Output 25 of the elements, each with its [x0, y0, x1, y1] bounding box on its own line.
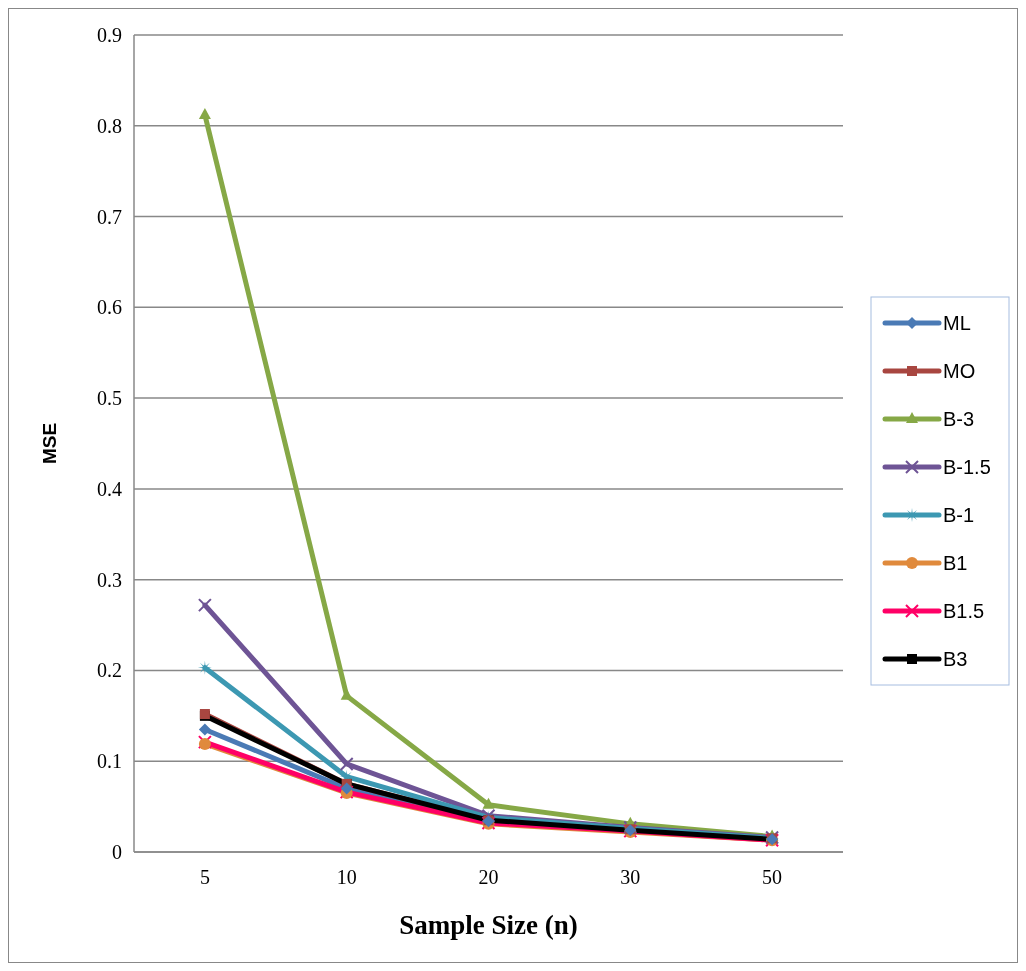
legend-label: B-1: [943, 504, 975, 526]
y-tick-label: 0.5: [97, 387, 122, 410]
legend-label: B1: [943, 552, 968, 574]
legend-label: MO: [943, 360, 976, 382]
x-tick-label: 20: [478, 866, 499, 888]
x-tick-label: 30: [620, 866, 641, 888]
y-tick-label: 0.7: [97, 205, 122, 228]
y-tick-label: 0.8: [97, 114, 122, 137]
legend-label: B3: [943, 648, 968, 670]
legend-label: B-3: [943, 408, 975, 430]
legend-label: ML: [943, 312, 971, 334]
x-axis-title: Sample Size (n): [399, 910, 578, 940]
y-tick-label: 0.6: [97, 296, 122, 319]
x-tick-label: 10: [336, 866, 357, 888]
y-tick-label: 0.9: [97, 24, 122, 46]
x-tick-label: 5: [199, 866, 210, 888]
legend-label: B1.5: [943, 600, 985, 622]
y-tick-label: 0.4: [97, 477, 122, 500]
y-axis-title: MSE: [39, 422, 60, 465]
y-tick-label: 0.1: [97, 750, 122, 773]
x-tick-label: 50: [762, 866, 783, 888]
y-tick-label: 0.2: [97, 659, 122, 682]
legend-label: B-1.5: [943, 456, 991, 478]
y-tick-label: 0: [112, 841, 122, 863]
y-tick-label: 0.3: [97, 568, 122, 591]
